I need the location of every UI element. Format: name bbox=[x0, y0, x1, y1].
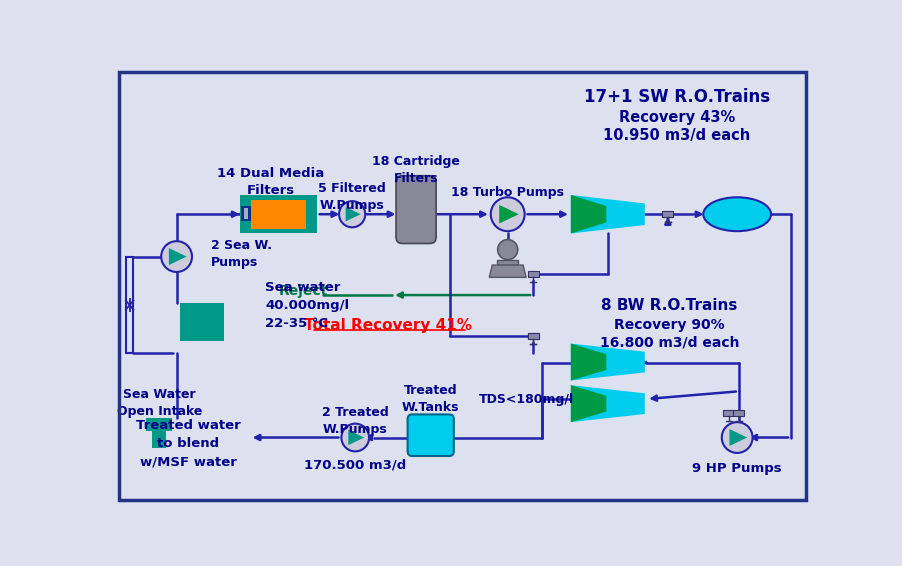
Polygon shape bbox=[499, 205, 519, 224]
Polygon shape bbox=[169, 248, 187, 265]
Text: 18 Cartridge
Filters: 18 Cartridge Filters bbox=[373, 155, 460, 185]
Text: 18 Turbo Pumps: 18 Turbo Pumps bbox=[451, 186, 565, 199]
FancyBboxPatch shape bbox=[179, 303, 225, 341]
Text: 2 Treated
W.Pumps: 2 Treated W.Pumps bbox=[322, 406, 389, 436]
Polygon shape bbox=[730, 429, 747, 446]
Circle shape bbox=[498, 239, 518, 260]
FancyBboxPatch shape bbox=[733, 410, 744, 416]
FancyBboxPatch shape bbox=[251, 200, 306, 229]
Text: 170.500 m3/d: 170.500 m3/d bbox=[304, 458, 407, 471]
Text: Sea Water
Open Intake: Sea Water Open Intake bbox=[117, 388, 202, 418]
Polygon shape bbox=[571, 195, 606, 233]
Polygon shape bbox=[489, 265, 526, 277]
FancyBboxPatch shape bbox=[528, 333, 538, 339]
Polygon shape bbox=[345, 207, 361, 221]
Text: 2 Sea W.
Pumps: 2 Sea W. Pumps bbox=[211, 239, 272, 269]
Text: 8 BW R.O.Trains: 8 BW R.O.Trains bbox=[602, 298, 738, 312]
FancyBboxPatch shape bbox=[662, 211, 673, 217]
FancyBboxPatch shape bbox=[244, 208, 248, 219]
FancyBboxPatch shape bbox=[662, 211, 673, 217]
FancyBboxPatch shape bbox=[723, 410, 734, 416]
Text: 5 Filtered
W.Pumps: 5 Filtered W.Pumps bbox=[318, 182, 386, 212]
Text: 14 Dual Media
Filters: 14 Dual Media Filters bbox=[216, 167, 324, 197]
FancyBboxPatch shape bbox=[408, 414, 454, 456]
FancyBboxPatch shape bbox=[528, 333, 538, 339]
Polygon shape bbox=[571, 385, 606, 422]
FancyBboxPatch shape bbox=[241, 206, 251, 221]
Text: 16.800 m3/d each: 16.800 m3/d each bbox=[600, 335, 739, 349]
Text: TDS<180mg/l: TDS<180mg/l bbox=[478, 392, 574, 405]
Text: Recovery 43%: Recovery 43% bbox=[619, 110, 735, 126]
FancyBboxPatch shape bbox=[528, 271, 538, 277]
Polygon shape bbox=[571, 195, 645, 233]
Text: Recovery 90%: Recovery 90% bbox=[614, 318, 724, 332]
Text: Treated water
to blend
w/MSF water: Treated water to blend w/MSF water bbox=[136, 419, 241, 468]
Circle shape bbox=[722, 422, 752, 453]
FancyBboxPatch shape bbox=[240, 195, 317, 233]
Circle shape bbox=[161, 241, 192, 272]
Circle shape bbox=[339, 201, 365, 228]
Text: Sea water
40.000mg/l
22-35 °C: Sea water 40.000mg/l 22-35 °C bbox=[265, 281, 349, 329]
Polygon shape bbox=[348, 430, 364, 445]
Text: 17+1 SW R.O.Trains: 17+1 SW R.O.Trains bbox=[584, 88, 770, 106]
FancyBboxPatch shape bbox=[497, 260, 519, 265]
Ellipse shape bbox=[704, 198, 771, 231]
Text: Total Recovery 41%: Total Recovery 41% bbox=[304, 318, 473, 333]
Circle shape bbox=[491, 198, 525, 231]
Text: Treated
W.Tanks: Treated W.Tanks bbox=[402, 384, 459, 414]
Text: 9 HP Pumps: 9 HP Pumps bbox=[693, 462, 782, 475]
Polygon shape bbox=[571, 344, 645, 380]
FancyBboxPatch shape bbox=[146, 418, 172, 431]
FancyBboxPatch shape bbox=[396, 175, 436, 243]
Circle shape bbox=[341, 424, 369, 451]
FancyBboxPatch shape bbox=[152, 431, 166, 448]
Polygon shape bbox=[571, 385, 645, 422]
Text: Reject: Reject bbox=[279, 284, 328, 298]
Text: 10.950 m3/d each: 10.950 m3/d each bbox=[603, 128, 750, 143]
Polygon shape bbox=[571, 344, 606, 380]
